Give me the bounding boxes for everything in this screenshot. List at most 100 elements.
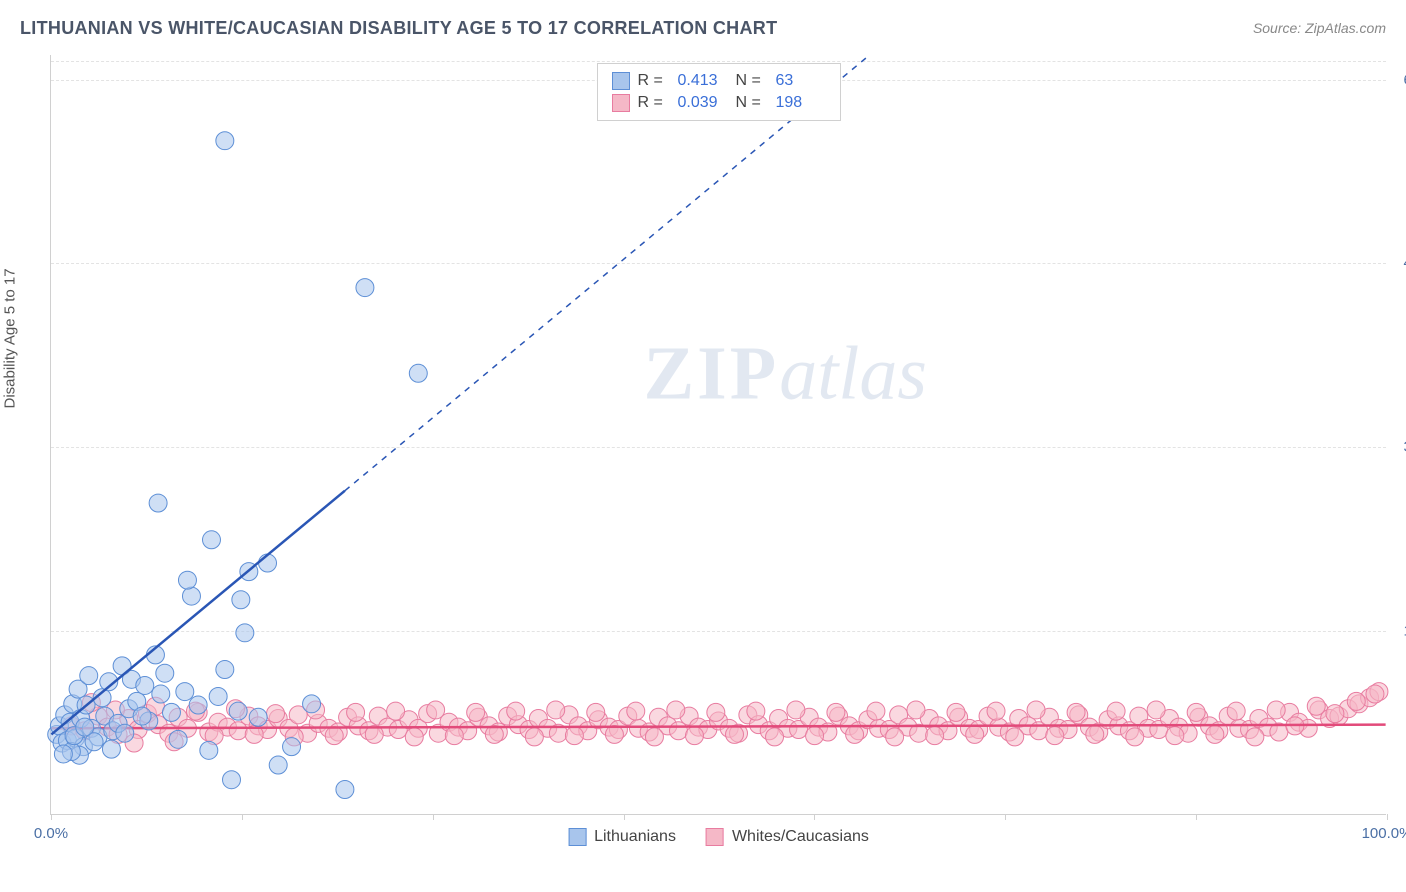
r-label: R =: [638, 72, 670, 90]
scatter-point: [1147, 701, 1165, 719]
source-attribution: Source: ZipAtlas.com: [1253, 20, 1386, 36]
scatter-point: [176, 683, 194, 701]
x-tick-mark: [1196, 814, 1197, 820]
scatter-point: [259, 554, 277, 572]
scatter-point: [156, 664, 174, 682]
series-legend: Lithuanians Whites/Caucasians: [568, 828, 869, 846]
swatch-icon: [568, 828, 586, 846]
x-tick-mark: [814, 814, 815, 820]
scatter-point: [605, 725, 623, 743]
x-tick-label: 0.0%: [34, 825, 68, 842]
chart-title: LITHUANIAN VS WHITE/CAUCASIAN DISABILITY…: [20, 18, 777, 39]
y-axis-label: Disability Age 5 to 17: [2, 268, 19, 408]
scatter-point: [178, 571, 196, 589]
scatter-point: [152, 685, 170, 703]
scatter-point: [249, 708, 267, 726]
scatter-point: [587, 703, 605, 721]
scatter-point: [405, 728, 423, 746]
scatter-point: [467, 703, 485, 721]
x-tick-mark: [1387, 814, 1388, 820]
swatch-icon: [612, 72, 630, 90]
scatter-point: [202, 531, 220, 549]
scatter-svg: [51, 55, 1386, 814]
x-tick-mark: [433, 814, 434, 820]
y-tick-label: 60.0%: [1391, 71, 1406, 88]
legend-label: Lithuanians: [594, 828, 676, 846]
scatter-point: [149, 494, 167, 512]
scatter-point: [189, 696, 207, 714]
scatter-point: [116, 724, 134, 742]
r-value: 0.413: [678, 72, 728, 90]
scatter-point: [707, 703, 725, 721]
x-tick-mark: [624, 814, 625, 820]
scatter-point: [169, 730, 187, 748]
scatter-point: [1107, 702, 1125, 720]
scatter-point: [325, 727, 343, 745]
n-label: N =: [736, 94, 768, 112]
scatter-point: [133, 707, 151, 725]
scatter-point: [1006, 728, 1024, 746]
r-label: R =: [638, 94, 670, 112]
scatter-point: [1126, 728, 1144, 746]
scatter-point: [1366, 685, 1384, 703]
legend-row-lithuanians: R = 0.413 N = 63: [612, 70, 826, 92]
scatter-point: [445, 727, 463, 745]
scatter-point: [76, 718, 94, 736]
scatter-point: [336, 781, 354, 799]
scatter-point: [182, 587, 200, 605]
scatter-point: [1246, 728, 1264, 746]
scatter-point: [846, 725, 864, 743]
scatter-point: [907, 701, 925, 719]
scatter-point: [1067, 703, 1085, 721]
scatter-point: [547, 701, 565, 719]
scatter-point: [1206, 725, 1224, 743]
legend-item-lithuanians: Lithuanians: [568, 828, 676, 846]
scatter-point: [356, 279, 374, 297]
scatter-point: [886, 728, 904, 746]
x-tick-mark: [51, 814, 52, 820]
scatter-point: [387, 702, 405, 720]
n-label: N =: [736, 72, 768, 90]
y-tick-label: 30.0%: [1391, 439, 1406, 456]
scatter-point: [867, 702, 885, 720]
scatter-point: [1267, 701, 1285, 719]
scatter-point: [269, 756, 287, 774]
scatter-point: [525, 728, 543, 746]
x-tick-mark: [1005, 814, 1006, 820]
scatter-point: [726, 725, 744, 743]
x-tick-mark: [242, 814, 243, 820]
scatter-point: [232, 591, 250, 609]
scatter-point: [685, 727, 703, 745]
scatter-point: [645, 728, 663, 746]
scatter-point: [926, 727, 944, 745]
x-tick-label: 100.0%: [1362, 825, 1406, 842]
scatter-point: [947, 703, 965, 721]
scatter-point: [216, 132, 234, 150]
scatter-point: [236, 624, 254, 642]
r-value: 0.039: [678, 94, 728, 112]
scatter-point: [987, 702, 1005, 720]
scatter-point: [229, 702, 247, 720]
scatter-point: [1046, 727, 1064, 745]
scatter-point: [136, 676, 154, 694]
scatter-point: [216, 661, 234, 679]
legend-row-whites: R = 0.039 N = 198: [612, 92, 826, 114]
scatter-point: [200, 741, 218, 759]
scatter-point: [303, 695, 321, 713]
swatch-icon: [706, 828, 724, 846]
scatter-point: [1347, 692, 1365, 710]
scatter-point: [102, 740, 120, 758]
scatter-point: [209, 687, 227, 705]
scatter-point: [1326, 705, 1344, 723]
scatter-point: [409, 364, 427, 382]
swatch-icon: [612, 94, 630, 112]
scatter-point: [1086, 725, 1104, 743]
scatter-point: [283, 738, 301, 756]
legend-item-whites: Whites/Caucasians: [706, 828, 869, 846]
scatter-point: [766, 728, 784, 746]
scatter-point: [747, 702, 765, 720]
scatter-point: [223, 771, 241, 789]
scatter-point: [1227, 702, 1245, 720]
scatter-point: [54, 745, 72, 763]
scatter-point: [667, 701, 685, 719]
